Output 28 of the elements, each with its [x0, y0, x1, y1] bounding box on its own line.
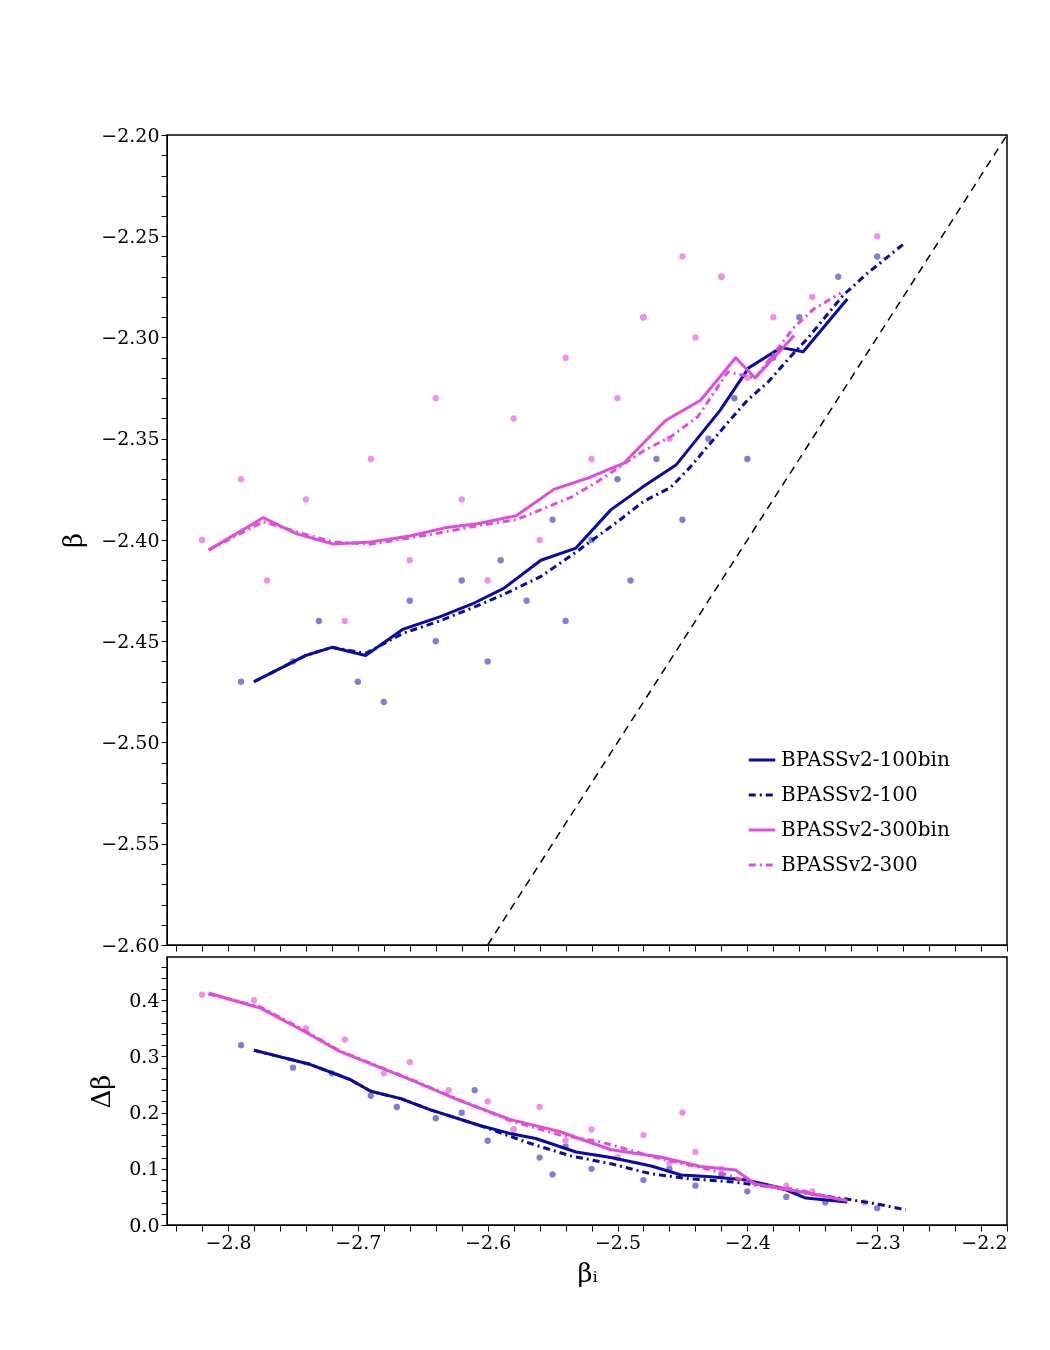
legend-label: BPASSv2-100 [781, 782, 918, 806]
y-tick-label: −2.60 [101, 933, 160, 956]
y-tick-label: 0.4 [129, 988, 160, 1011]
x-axis-title: βᵢ [577, 1257, 598, 1288]
y-tick-label: 0.1 [129, 1157, 160, 1180]
y-tick-label: −2.55 [101, 832, 160, 855]
y-axis-title: Δβ [86, 1074, 117, 1109]
y-tick-label: −2.40 [101, 528, 160, 551]
x-tick-label: −2.2 [961, 1230, 1008, 1253]
y-tick-label: −2.45 [101, 629, 160, 652]
y-tick-label: −2.20 [101, 123, 160, 146]
y-tick-label: −2.50 [101, 731, 160, 753]
x-tick-label: −2.3 [854, 1230, 901, 1253]
y-tick-label: −2.35 [101, 427, 160, 450]
x-tick-label: −2.5 [594, 1230, 642, 1253]
y-tick-label: −2.25 [101, 224, 160, 247]
legend-label: BPASSv2-300bin [781, 817, 950, 841]
y-tick-label: 0.2 [129, 1101, 160, 1124]
legend-label: BPASSv2-100bin [781, 747, 950, 771]
y-axis-title: β [58, 532, 89, 549]
x-tick-label: −2.6 [465, 1230, 512, 1253]
legend-label: BPASSv2-300 [781, 852, 918, 876]
y-tick-label: 0.0 [129, 1213, 160, 1236]
y-tick-label: 0.3 [129, 1044, 160, 1067]
x-tick-label: −2.4 [724, 1230, 771, 1253]
y-tick-label: −2.30 [101, 326, 160, 348]
x-tick-label: −2.8 [205, 1230, 252, 1253]
x-tick-label: −2.7 [335, 1230, 382, 1253]
